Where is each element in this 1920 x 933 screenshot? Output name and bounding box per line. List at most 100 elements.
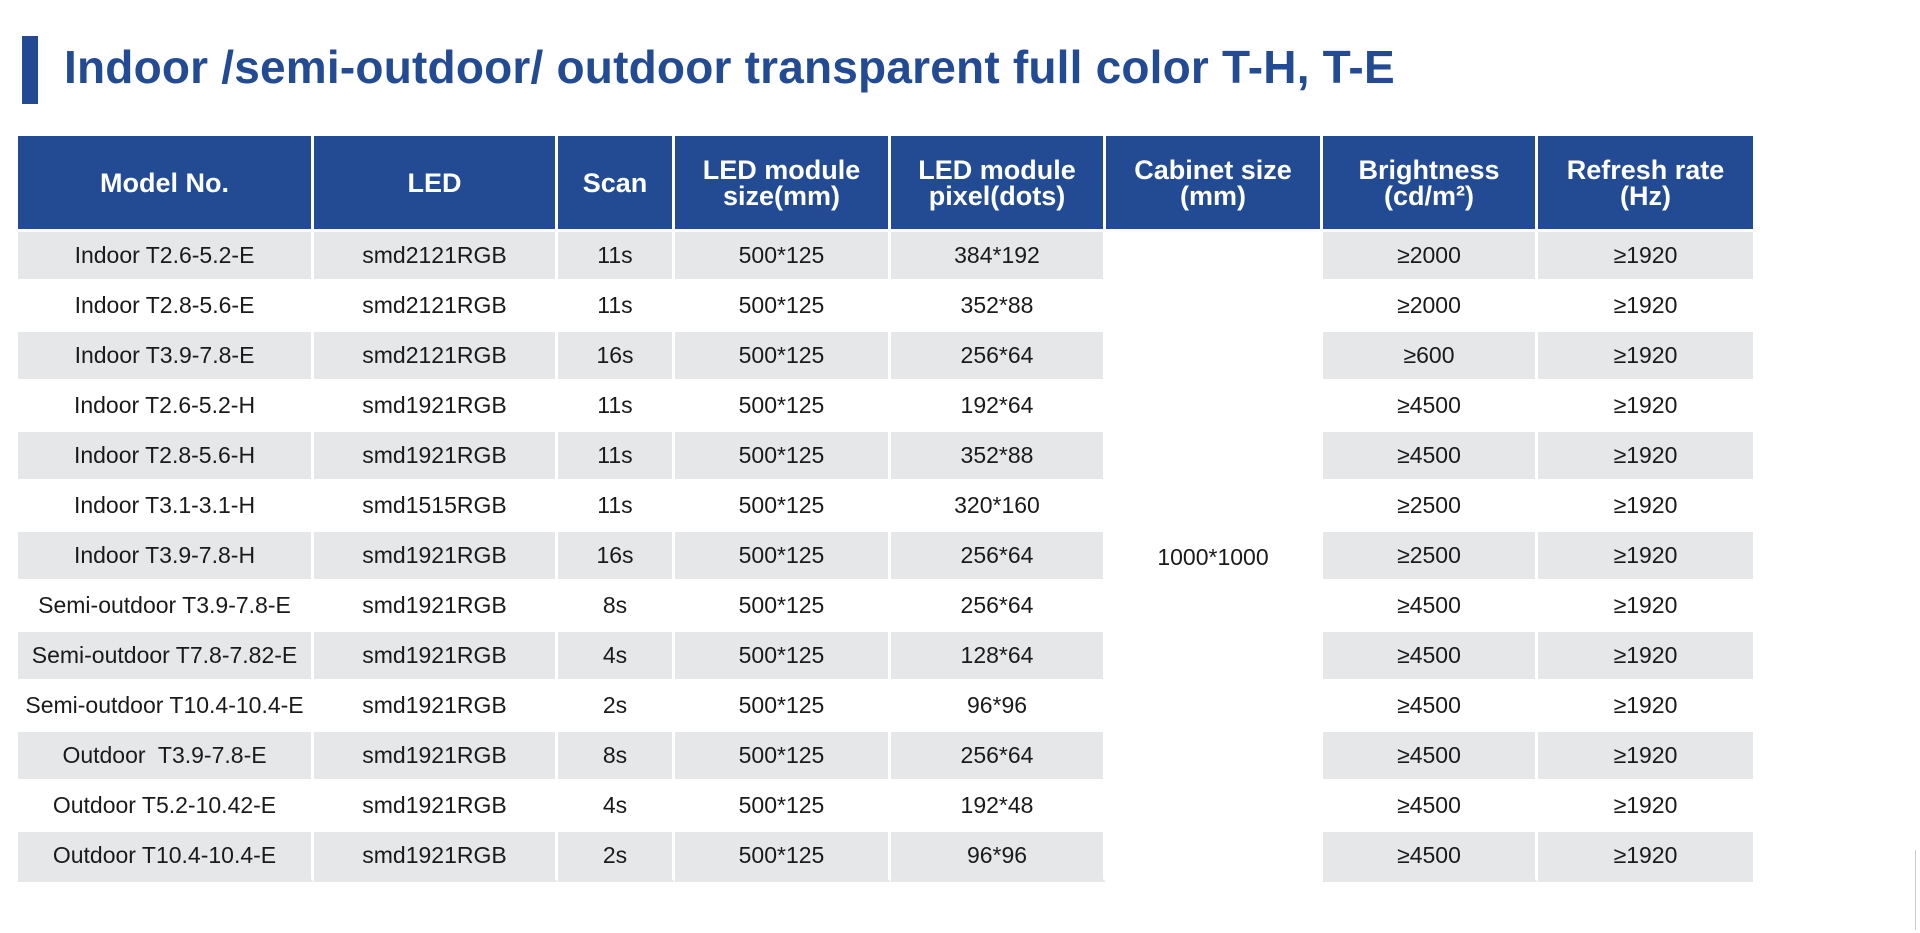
scan-cell: 11s: [558, 379, 675, 429]
refresh-rate-cell: ≥1920: [1538, 229, 1753, 279]
brightness-cell: ≥600: [1323, 329, 1538, 379]
header-label-line: Scan: [582, 167, 648, 198]
module-pixel-cell: 96*96: [891, 829, 1106, 882]
refresh-rate-cell: ≥1920: [1538, 829, 1753, 882]
spec-table-grid: Model No. LED Scan LED module size(mm) LED mo…: [18, 136, 1753, 882]
module-size-cell: 500*125: [675, 579, 891, 629]
header-label-line: Model No.: [100, 167, 229, 198]
module-size-cell: 500*125: [675, 829, 891, 882]
led-cell: smd2121RGB: [314, 329, 558, 379]
table-row: Indoor T2.8-5.6-E smd2121RGB 11s 500*125 352…: [18, 279, 1753, 329]
refresh-rate-cell: ≥1920: [1538, 479, 1753, 529]
refresh-rate-cell: ≥1920: [1538, 779, 1753, 829]
scan-cell: 4s: [558, 629, 675, 679]
table-row: Indoor T3.9-7.8-H smd1921RGB 16s 500*125 256…: [18, 529, 1753, 579]
module-pixel-cell: 96*96: [891, 679, 1106, 729]
module-size-cell: 500*125: [675, 329, 891, 379]
module-pixel-cell: 256*64: [891, 579, 1106, 629]
header-label-line: (Hz): [1620, 180, 1671, 211]
header-label-line: (mm): [1180, 180, 1246, 211]
model-cell: Indoor T3.9-7.8-H: [18, 529, 314, 579]
table-row: Indoor T3.1-3.1-H smd1515RGB 11s 500*125 320…: [18, 479, 1753, 529]
table-row: Indoor T2.8-5.6-H smd1921RGB 11s 500*125 352…: [18, 429, 1753, 479]
module-size-cell: 500*125: [675, 529, 891, 579]
header-label-line: LED: [407, 167, 462, 198]
header-label-line: LED module: [702, 154, 861, 185]
brightness-cell: ≥4500: [1323, 779, 1538, 829]
module-size-cell: 500*125: [675, 629, 891, 679]
table-row: Indoor T2.6-5.2-E smd2121RGB 11s 500*125 384…: [18, 229, 1753, 882]
table-row: Outdoor T3.9-7.8-E smd1921RGB 8s 500*125 256…: [18, 729, 1753, 779]
led-cell: smd1921RGB: [314, 579, 558, 629]
brightness-cell: ≥4500: [1323, 379, 1538, 429]
module-pixel-cell: 128*64: [891, 629, 1106, 679]
table-row: Indoor T3.9-7.8-E smd2121RGB 16s 500*125 256…: [18, 329, 1753, 379]
refresh-rate-cell: ≥1920: [1538, 429, 1753, 479]
header-label-line: Cabinet size: [1134, 154, 1292, 185]
brightness-cell: ≥4500: [1323, 829, 1538, 882]
led-cell: smd1921RGB: [314, 679, 558, 729]
led-cell: smd1921RGB: [314, 379, 558, 429]
model-cell: Semi-outdoor T7.8-7.82-E: [18, 629, 314, 679]
brightness-cell: ≥2000: [1323, 279, 1538, 329]
table-row: Outdoor T10.4-10.4-E smd1921RGB 2s 500*125 9…: [18, 829, 1753, 882]
table-body: Indoor T2.6-5.2-E smd2121RGB 11s 500*125 384…: [18, 229, 1753, 882]
module-pixel-cell: 352*88: [891, 279, 1106, 329]
led-cell: smd1515RGB: [314, 479, 558, 529]
led-cell: smd1921RGB: [314, 529, 558, 579]
led-header: LED: [314, 136, 558, 229]
header-label-line: Brightness: [1358, 154, 1500, 185]
table-row: Indoor T2.6-5.2-H smd1921RGB 11s 500*125 192…: [18, 379, 1753, 429]
scan-header: Scan: [558, 136, 675, 229]
refresh-rate-cell: ≥1920: [1538, 329, 1753, 379]
model-cell: Semi-outdoor T10.4-10.4-E: [18, 679, 314, 729]
module-pixel-cell: 256*64: [891, 329, 1106, 379]
model-cell: Indoor T2.6-5.2-H: [18, 379, 314, 429]
led-cell: smd1921RGB: [314, 429, 558, 479]
model-no-header: Model No.: [18, 136, 314, 229]
brightness-cell: ≥2500: [1323, 479, 1538, 529]
model-cell: Semi-outdoor T3.9-7.8-E: [18, 579, 314, 629]
module-pixel-cell: 384*192: [891, 229, 1106, 279]
module-size-cell: 500*125: [675, 429, 891, 479]
model-cell: Outdoor T3.9-7.8-E: [18, 729, 314, 779]
led-cell: smd1921RGB: [314, 729, 558, 779]
cabinet-size-header: Cabinet size (mm): [1106, 136, 1323, 229]
header-label-line: Refresh rate: [1566, 154, 1725, 185]
scan-cell: 11s: [558, 479, 675, 529]
model-cell: Outdoor T10.4-10.4-E: [18, 829, 314, 882]
module-pixel-cell: 192*64: [891, 379, 1106, 429]
module-pixel-cell: 256*64: [891, 729, 1106, 779]
module-pixel-cell: 192*48: [891, 779, 1106, 829]
title-accent-bar: [22, 36, 38, 104]
module-size-cell: 500*125: [675, 729, 891, 779]
refresh-rate-cell: ≥1920: [1538, 279, 1753, 329]
scan-cell: 2s: [558, 679, 675, 729]
scan-cell: 11s: [558, 279, 675, 329]
model-cell: Indoor T2.8-5.6-H: [18, 429, 314, 479]
brightness-cell: ≥4500: [1323, 729, 1538, 779]
model-cell: Indoor T2.8-5.6-E: [18, 279, 314, 329]
module-size-cell: 500*125: [675, 229, 891, 279]
model-cell: Indoor T3.9-7.8-E: [18, 329, 314, 379]
module-pixel-cell: 352*88: [891, 429, 1106, 479]
module-pixel-cell: 256*64: [891, 529, 1106, 579]
led-cell: smd2121RGB: [314, 229, 558, 279]
model-cell: Indoor T3.1-3.1-H: [18, 479, 314, 529]
scan-cell: 8s: [558, 579, 675, 629]
led-cell: smd1921RGB: [314, 829, 558, 882]
module-size-cell: 500*125: [675, 479, 891, 529]
led-cell: smd1921RGB: [314, 779, 558, 829]
page-title: Indoor /semi-outdoor/ outdoor transparen…: [64, 41, 1395, 93]
module-size-cell: 500*125: [675, 779, 891, 829]
brightness-cell: ≥4500: [1323, 679, 1538, 729]
refresh-rate-cell: ≥1920: [1538, 579, 1753, 629]
refresh-rate-cell: ≥1920: [1538, 379, 1753, 429]
led-cell: smd1921RGB: [314, 629, 558, 679]
module-size-cell: 500*125: [675, 279, 891, 329]
scan-cell: 2s: [558, 829, 675, 882]
table-row: Semi-outdoor T3.9-7.8-E smd1921RGB 8s 500*1…: [18, 579, 1753, 629]
led-cell: smd2121RGB: [314, 279, 558, 329]
brightness-cell: ≥4500: [1323, 429, 1538, 479]
brightness-cell: ≥2000: [1323, 229, 1538, 279]
